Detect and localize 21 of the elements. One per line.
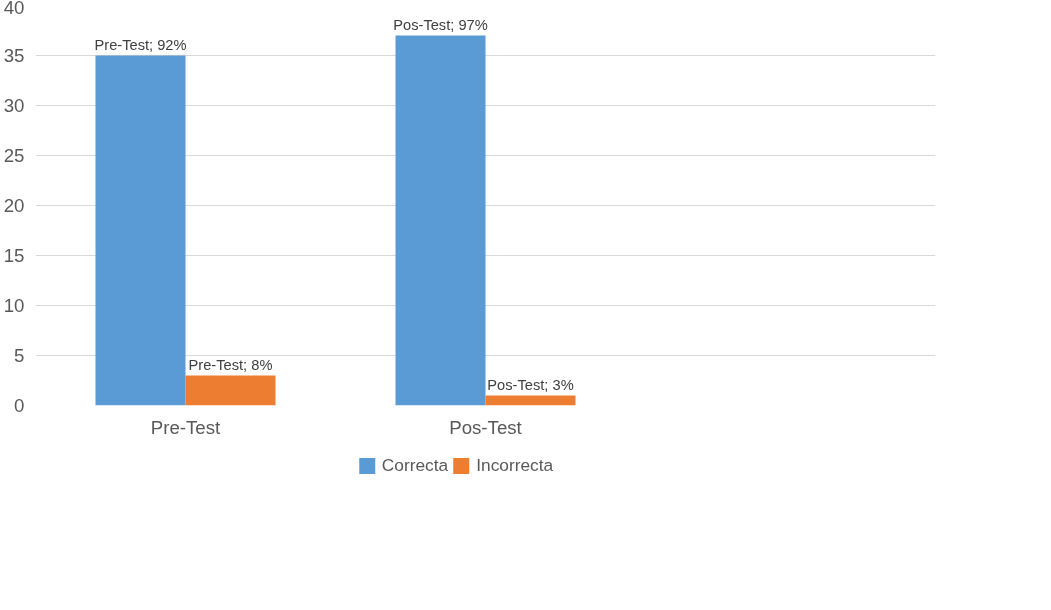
legend-label: Incorrecta: [476, 454, 554, 476]
y-tick-label: 35: [3, 45, 25, 66]
legend-label: Correcta: [381, 454, 449, 476]
bar: [95, 55, 186, 406]
annotation: Pos-Test; 97%: [393, 17, 488, 33]
bar: [395, 35, 486, 406]
x-tick-label: Pos-Test: [449, 416, 523, 438]
annotation: Pre-Test; 92%: [94, 37, 187, 53]
bar: [485, 395, 576, 406]
y-tick-label: 0: [14, 395, 25, 416]
bar: [185, 375, 276, 406]
y-tick-label: 30: [3, 95, 25, 116]
y-tick-label: 40: [3, 0, 25, 18]
annotation: Pos-Test; 3%: [487, 377, 574, 393]
y-tick-label: 10: [3, 295, 25, 316]
y-tick-label: 25: [3, 145, 25, 166]
x-tick-label: Pre-Test: [150, 416, 222, 438]
annotation: Pre-Test; 8%: [188, 357, 273, 373]
y-tick-label: 5: [14, 345, 25, 366]
y-tick-label: 15: [3, 245, 25, 266]
y-tick-label: 20: [3, 195, 25, 216]
